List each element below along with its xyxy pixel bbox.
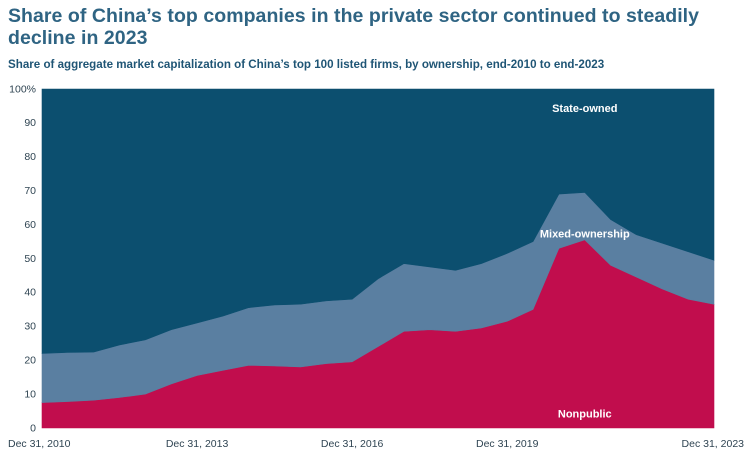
y-tick-60: 60 bbox=[24, 219, 36, 231]
chart-subtitle: Share of aggregate market capitalization… bbox=[8, 58, 605, 71]
x-tick-dec-31-2019: Dec 31, 2019 bbox=[476, 438, 539, 450]
label-state-owned: State-owned bbox=[552, 103, 617, 115]
x-tick-dec-31-2023: Dec 31, 2023 bbox=[682, 438, 745, 450]
y-tick-100: 100% bbox=[9, 83, 36, 95]
y-tick-20: 20 bbox=[24, 354, 36, 366]
y-tick-0: 0 bbox=[30, 422, 36, 434]
label-nonpublic: Nonpublic bbox=[558, 408, 612, 420]
x-axis: Dec 31, 2010 Dec 31, 2013 Dec 31, 2016 Dec … bbox=[8, 438, 744, 450]
y-tick-90: 90 bbox=[24, 117, 36, 129]
y-tick-10: 10 bbox=[24, 388, 36, 400]
label-mixed-ownership: Mixed-ownership bbox=[540, 229, 630, 241]
x-tick-dec-31-2016: Dec 31, 2016 bbox=[321, 438, 384, 450]
y-tick-30: 30 bbox=[24, 321, 36, 333]
annotation-layer: State-owned Mixed-ownership Nonpublic bbox=[540, 103, 630, 420]
y-axis: 100% 90 80 70 60 50 40 30 20 10 0 bbox=[9, 83, 36, 434]
chart-title: Share of China’s top companies in the pr… bbox=[8, 5, 700, 49]
x-tick-dec-31-2013: Dec 31, 2013 bbox=[166, 438, 229, 450]
y-tick-70: 70 bbox=[24, 185, 36, 197]
area-series-layer bbox=[41, 88, 715, 429]
y-tick-40: 40 bbox=[24, 287, 36, 299]
plot-area: State-owned Mixed-ownership Nonpublic bbox=[41, 88, 715, 429]
area-state-owned bbox=[41, 88, 715, 354]
y-tick-50: 50 bbox=[24, 253, 36, 265]
x-tick-dec-31-2010: Dec 31, 2010 bbox=[8, 438, 71, 450]
y-tick-80: 80 bbox=[24, 151, 36, 163]
